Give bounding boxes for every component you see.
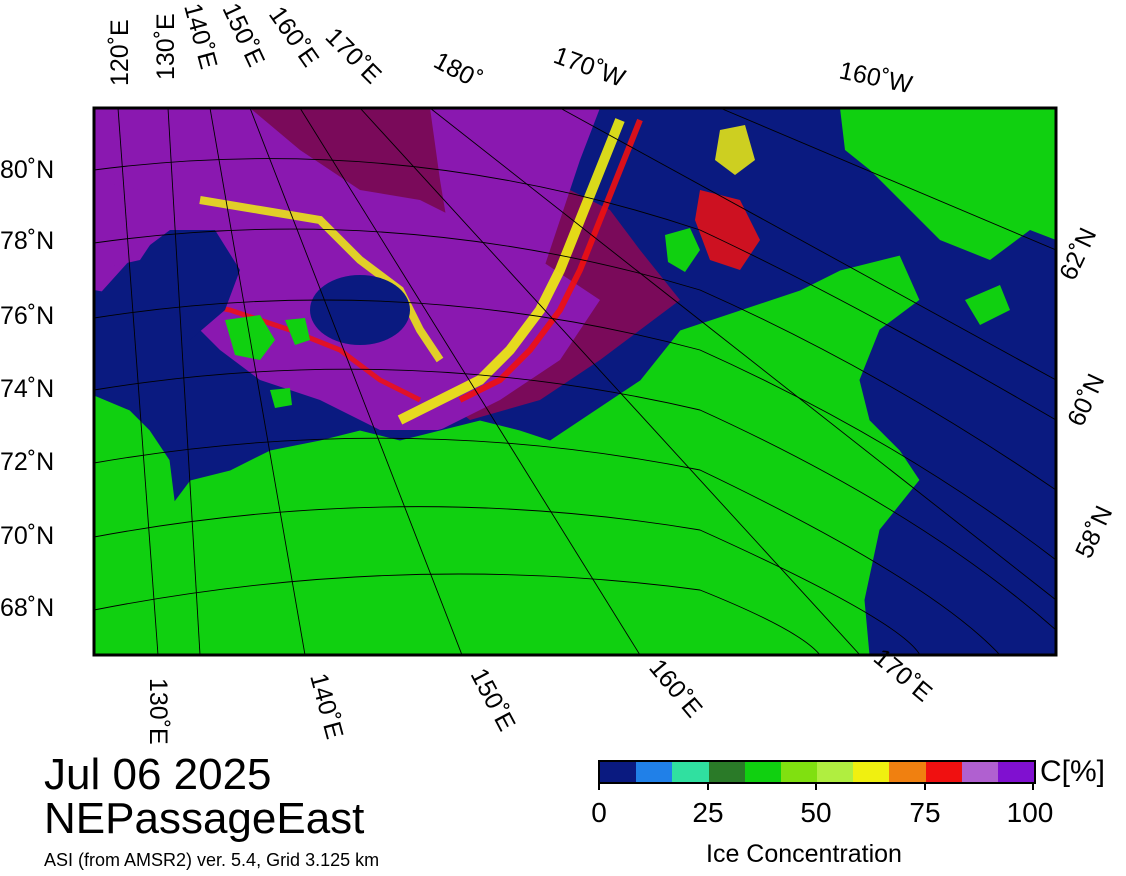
colorbar-segment [997,762,1035,782]
colorbar-segment [636,762,673,782]
colorbar-tick-label: 100 [1006,797,1054,828]
colorbar-tick [924,782,926,790]
colorbar [598,760,1036,784]
island-3 [270,388,292,408]
ice-east-patch-yellow [715,125,755,175]
lon-label-top: 120˚E [106,19,134,86]
product-label: ASI (from AMSR2) ver. 5.4, Grid 3.125 km [44,850,380,870]
colorbar-segment [600,762,637,782]
colorbar-segment [925,762,962,782]
colorbar-title: Ice Concentration [706,840,902,868]
colorbar-tick [707,782,709,790]
lat-label-left: 80˚N [0,156,54,184]
open-water-pocket [310,275,410,345]
lat-label-left: 78˚N [0,227,54,255]
date-label: Jul 06 2025 [44,750,272,799]
lon-label-bottom: 140˚E [304,670,348,742]
colorbar-tick [815,782,817,790]
lon-label-bottom: 150˚E [465,664,521,736]
lon-label-top: 170˚W [550,41,629,93]
colorbar-segment [708,762,745,782]
colorbar-tick [1032,782,1034,790]
lon-label-top: 140˚E [178,0,222,72]
colorbar-tick-label: 50 [800,797,832,828]
lat-label-left: 68˚N [0,594,54,622]
ice-east-patch [695,190,760,270]
alaska-island [965,285,1010,325]
lat-label-right: 58˚N [1070,502,1118,563]
lat-label-left: 74˚N [0,375,54,403]
colorbar-segment [817,762,854,782]
dense-ice-east [430,108,600,320]
colorbar-tick-label: 75 [909,797,941,828]
lat-label-right: 60˚N [1062,370,1110,431]
map-frame [92,106,1058,657]
colorbar-tick [598,782,600,790]
wrangel-island [665,228,700,272]
dense-ice-region [94,108,600,430]
lon-label-top: 170˚E [320,22,387,89]
lon-label-bottom: 160˚E [643,654,707,723]
ice-edge-band-2 [199,196,444,363]
lat-label-left: 76˚N [0,302,54,330]
colorbar-segment [961,762,998,782]
graticule [94,108,1056,655]
colorbar-segment [889,762,926,782]
lat-label-right: 62˚N [1054,224,1102,285]
colorbar-unit: C[%] [1040,755,1106,788]
colorbar-segment [780,762,818,782]
lon-label-top: 130˚E [152,13,180,80]
ice-edge-band [397,118,625,425]
colorbar-segment [672,762,709,782]
island-2 [285,318,310,345]
alaska-land [840,108,1056,260]
region-label: NEPassageEast [44,794,365,843]
lon-label-top: 180˚ [429,47,486,95]
lat-label-left: 70˚N [0,522,54,550]
colorbar-segment [853,762,890,782]
siberia-land [94,254,921,655]
lon-label-top: 160˚E [263,1,324,72]
lon-label-bottom: 130˚E [144,678,172,745]
ice-edge-band-red [458,118,643,403]
lon-label-top: 160˚W [837,56,915,99]
lat-label-left: 72˚N [0,448,54,476]
colorbar-tick-label: 0 [591,797,607,828]
colorbar-tick-label: 25 [692,797,724,828]
colorbar-segment [744,762,781,782]
lon-label-top: 150˚E [217,0,271,71]
laptev-sea-water [94,230,240,400]
